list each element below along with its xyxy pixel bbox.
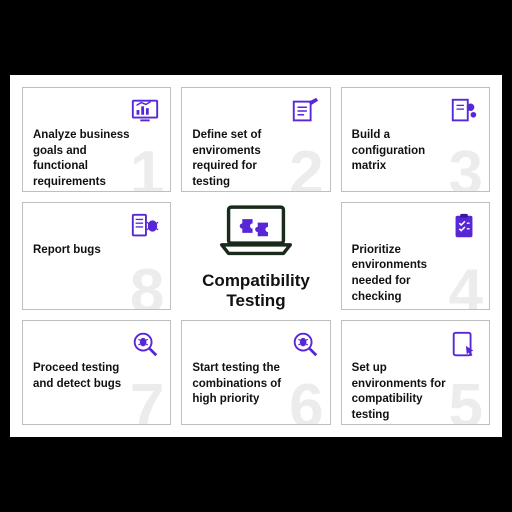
note-pencil-icon bbox=[290, 96, 320, 126]
step-text: Build a configuration matrix bbox=[352, 128, 452, 175]
chart-monitor-icon bbox=[130, 96, 160, 126]
tablet-touch-icon bbox=[449, 329, 479, 359]
step-number: 3 bbox=[449, 143, 483, 192]
center-title-block: CompatibilityTesting bbox=[181, 202, 330, 310]
step-text: Set up environments for compatibility te… bbox=[352, 361, 452, 423]
step-text: Proceed testing and detect bugs bbox=[33, 361, 133, 392]
step-card-4: Prioritize environments needed for check… bbox=[341, 202, 490, 310]
step-number: 4 bbox=[449, 261, 483, 310]
step-text: Report bugs bbox=[33, 243, 133, 259]
clipboard-check-icon bbox=[449, 211, 479, 241]
step-card-2: Define set of enviroments required for t… bbox=[181, 87, 330, 192]
bug-magnify-icon bbox=[290, 329, 320, 359]
gears-doc-icon bbox=[449, 96, 479, 126]
center-title: CompatibilityTesting bbox=[202, 271, 310, 310]
step-card-3: Build a configuration matrix 3 bbox=[341, 87, 490, 192]
step-number: 8 bbox=[130, 261, 164, 310]
step-text: Start testing the combinations of high p… bbox=[192, 361, 292, 408]
step-number: 5 bbox=[449, 376, 483, 425]
step-text: Define set of enviroments required for t… bbox=[192, 128, 292, 190]
step-card-5: Set up environments for compatibility te… bbox=[341, 320, 490, 425]
steps-grid: Analyze business goals and functional re… bbox=[22, 87, 490, 425]
step-card-8: Report bugs 8 bbox=[22, 202, 171, 310]
step-number: 1 bbox=[130, 143, 164, 192]
step-card-7: Proceed testing and detect bugs 7 bbox=[22, 320, 171, 425]
step-text: Analyze business goals and functional re… bbox=[33, 128, 133, 190]
step-card-6: Start testing the combinations of high p… bbox=[181, 320, 330, 425]
laptop-puzzle-icon bbox=[213, 202, 299, 267]
bug-list-icon bbox=[130, 211, 160, 241]
step-card-1: Analyze business goals and functional re… bbox=[22, 87, 171, 192]
bug-magnify-icon bbox=[130, 329, 160, 359]
step-number: 6 bbox=[289, 376, 323, 425]
step-number: 7 bbox=[130, 376, 164, 425]
step-number: 2 bbox=[289, 143, 323, 192]
step-text: Prioritize environments needed for check… bbox=[352, 243, 452, 305]
infographic-canvas: Analyze business goals and functional re… bbox=[10, 75, 502, 437]
